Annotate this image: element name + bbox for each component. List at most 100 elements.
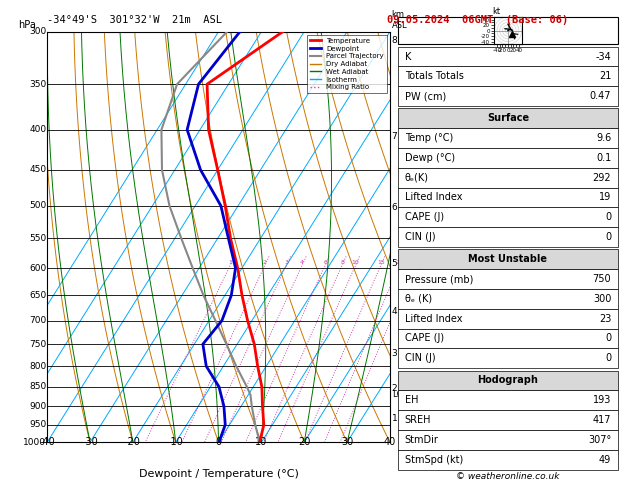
Bar [398,450,618,469]
Bar [398,309,618,329]
Text: 4: 4 [300,260,304,265]
Text: 2: 2 [392,384,398,393]
Bar [398,108,618,128]
Text: K: K [404,52,411,62]
Text: 292: 292 [593,173,611,183]
Bar [398,269,618,289]
Text: -40: -40 [39,437,55,447]
Text: PW (cm): PW (cm) [404,91,446,101]
Text: 193: 193 [593,395,611,405]
Text: 550: 550 [29,234,47,243]
Text: 2: 2 [263,260,267,265]
Text: 650: 650 [29,291,47,300]
Text: 7: 7 [392,132,398,141]
Bar [398,208,618,227]
Text: 8: 8 [392,36,398,45]
Text: Most Unstable: Most Unstable [469,254,547,264]
Text: 417: 417 [593,415,611,425]
Text: 20: 20 [396,260,403,265]
Text: Lifted Index: Lifted Index [404,192,462,203]
Text: 20: 20 [298,437,311,447]
Text: -10: -10 [168,437,184,447]
Text: 750: 750 [29,340,47,348]
Text: Totals Totals: Totals Totals [404,71,464,81]
Text: 300: 300 [593,294,611,304]
Text: 850: 850 [29,382,47,391]
Bar [398,410,618,430]
Text: StmSpd (kt): StmSpd (kt) [404,454,463,465]
Text: 09.05.2024  06GMT  (Base: 06): 09.05.2024 06GMT (Base: 06) [387,15,568,25]
Text: 19: 19 [599,192,611,203]
Text: 500: 500 [29,201,47,210]
Text: 5: 5 [392,259,398,268]
Text: 10: 10 [255,437,267,447]
Text: 300: 300 [29,27,47,36]
Text: 307°: 307° [588,435,611,445]
Text: θₑ (K): θₑ (K) [404,294,431,304]
Text: 1000: 1000 [23,438,47,447]
Bar [398,370,618,390]
Text: EH: EH [404,395,418,405]
Bar [398,148,618,168]
Text: 900: 900 [29,402,47,411]
Text: 0: 0 [216,437,221,447]
Text: 750: 750 [593,274,611,284]
Text: 0: 0 [605,333,611,344]
Text: 600: 600 [29,263,47,273]
Bar [398,47,618,67]
Text: 15: 15 [377,260,385,265]
Bar [398,329,618,348]
Text: 9.6: 9.6 [596,133,611,143]
Text: 700: 700 [29,316,47,325]
Text: CIN (J): CIN (J) [404,232,435,242]
Text: 30: 30 [341,437,353,447]
Text: LCL: LCL [392,390,407,399]
Text: 3: 3 [392,349,398,358]
Text: SREH: SREH [404,415,431,425]
Text: Hodograph: Hodograph [477,375,538,385]
Text: 800: 800 [29,362,47,371]
Text: 10: 10 [352,260,359,265]
Text: Pressure (mb): Pressure (mb) [404,274,473,284]
Text: CAPE (J): CAPE (J) [404,333,443,344]
Text: kt: kt [492,7,500,17]
Text: Lifted Index: Lifted Index [404,313,462,324]
Bar [398,168,618,188]
Text: 1: 1 [392,414,398,423]
Text: Dewp (°C): Dewp (°C) [404,153,455,163]
Text: 400: 400 [30,125,47,134]
Text: 3: 3 [284,260,288,265]
Text: 6: 6 [392,203,398,212]
Bar [398,67,618,86]
Bar [398,249,618,269]
Text: 25: 25 [410,260,418,265]
Text: 450: 450 [30,165,47,174]
Text: km
ASL: km ASL [392,10,408,30]
Text: 40: 40 [384,437,396,447]
Text: 8: 8 [340,260,344,265]
Text: -30: -30 [82,437,98,447]
Text: Mixing Ratio (g/kg): Mixing Ratio (g/kg) [416,197,425,277]
Text: θₑ(K): θₑ(K) [404,173,428,183]
Bar [398,430,618,450]
Text: 6: 6 [323,260,327,265]
Text: StmDir: StmDir [404,435,438,445]
Text: -34: -34 [596,52,611,62]
Text: CIN (J): CIN (J) [404,353,435,363]
Text: 0.1: 0.1 [596,153,611,163]
Text: © weatheronline.co.uk: © weatheronline.co.uk [456,472,560,481]
Text: 1: 1 [228,260,232,265]
Text: 0: 0 [605,232,611,242]
Text: 0: 0 [605,212,611,222]
Bar [398,17,618,44]
Text: 23: 23 [599,313,611,324]
Bar [398,390,618,410]
Bar [398,289,618,309]
Text: -34°49'S  301°32'W  21m  ASL: -34°49'S 301°32'W 21m ASL [47,15,222,25]
Text: 4: 4 [392,307,398,316]
Text: 950: 950 [29,420,47,429]
Bar [398,188,618,208]
Text: Dewpoint / Temperature (°C): Dewpoint / Temperature (°C) [138,469,299,479]
Text: -20: -20 [125,437,141,447]
Text: 0.47: 0.47 [590,91,611,101]
